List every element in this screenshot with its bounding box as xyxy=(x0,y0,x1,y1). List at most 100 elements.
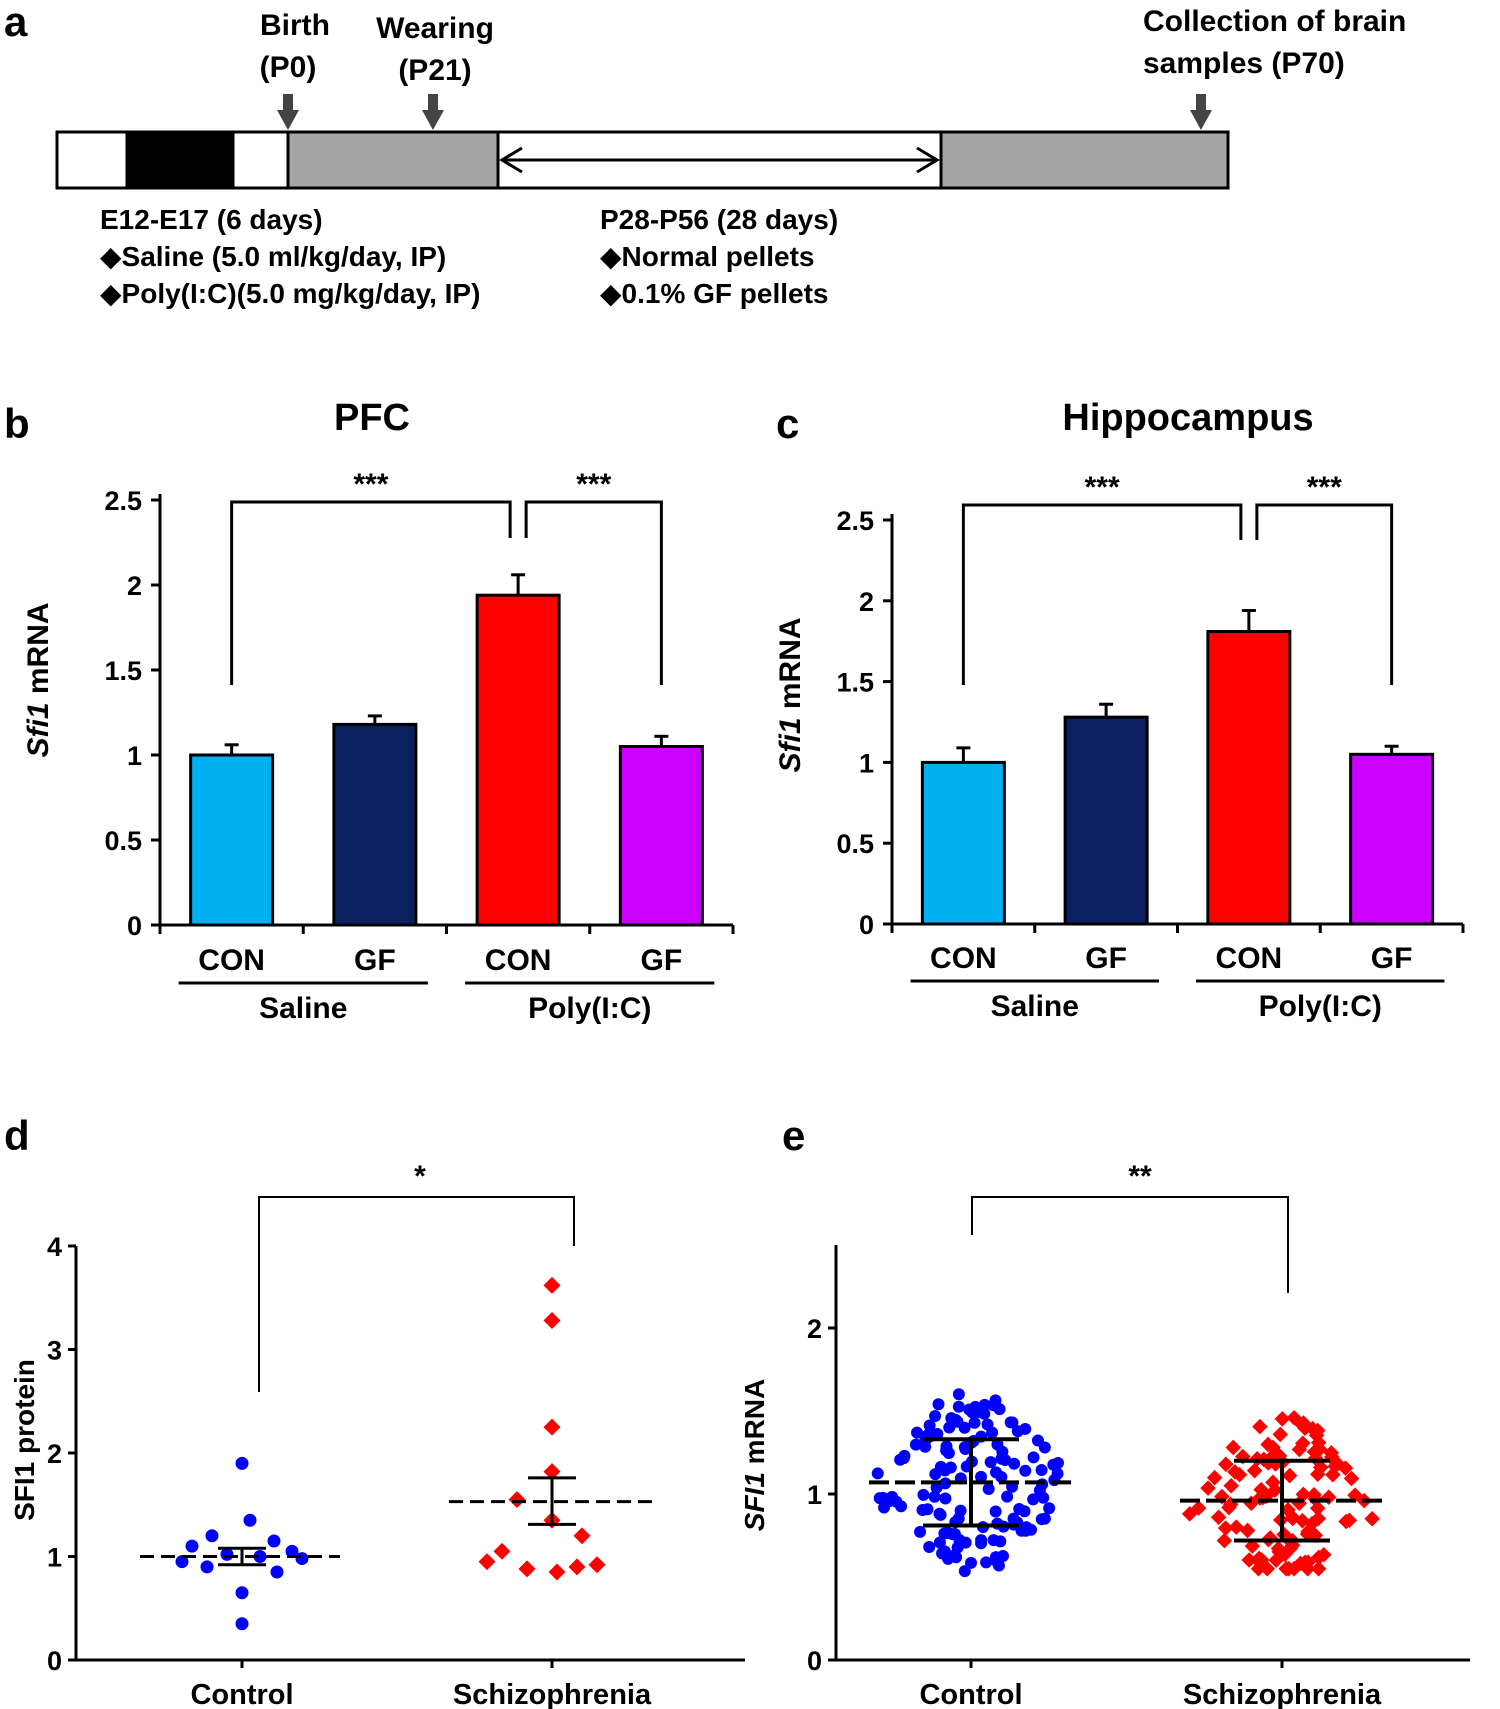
schizophrenia-point xyxy=(1253,1481,1269,1498)
birth-title: Birth xyxy=(260,9,330,42)
control-point xyxy=(1019,1464,1032,1477)
y-tick-label: 2.5 xyxy=(836,506,874,536)
control-point xyxy=(987,1399,1000,1412)
schizophrenia-point xyxy=(588,1556,606,1574)
control-point xyxy=(995,1470,1008,1483)
schizophrenia-point xyxy=(1280,1502,1296,1518)
panel-a: a Birth (P0) Wearing (P21) Collection of… xyxy=(4,0,1406,309)
control-point xyxy=(205,1529,219,1543)
significance-label: *** xyxy=(576,468,611,501)
control-point xyxy=(1011,1425,1024,1438)
panel-b-label: b xyxy=(4,400,30,447)
panel-c: c Hippocampus Sfi1 mRNA 0 0.5 1 1.5 2 2.5 CON G… xyxy=(774,397,1465,1023)
right-note-line-2: ◆Normal pellets xyxy=(600,241,814,272)
schizophrenia-point xyxy=(543,1312,561,1330)
control-point xyxy=(944,1461,957,1474)
schizophrenia-point xyxy=(1216,1532,1233,1549)
schizophrenia-point xyxy=(1246,1462,1263,1479)
x-category-label: GF xyxy=(641,944,683,977)
timeline-segment-pre xyxy=(55,130,129,190)
control-point xyxy=(923,1541,936,1554)
control-point xyxy=(1007,1512,1020,1525)
y-tick-label: 1 xyxy=(859,748,874,778)
control-point xyxy=(952,1388,965,1401)
significance-label: *** xyxy=(353,468,388,501)
significance-label: ** xyxy=(1128,1160,1152,1193)
y-tick-label: 1.5 xyxy=(836,668,874,698)
control-point xyxy=(909,1438,922,1451)
control-point xyxy=(235,1586,249,1600)
control-point xyxy=(954,1504,967,1517)
significance-label: *** xyxy=(1085,471,1120,504)
control-point xyxy=(1031,1434,1044,1447)
schizophrenia-point xyxy=(1252,1418,1268,1435)
control-point xyxy=(270,1565,284,1579)
control-point xyxy=(1043,1502,1056,1515)
significance-bracket xyxy=(258,1196,575,1392)
y-tick-label: 0 xyxy=(127,911,142,941)
control-point xyxy=(939,1492,952,1505)
control-point xyxy=(1035,1513,1048,1526)
control-point xyxy=(929,1468,942,1481)
control-point xyxy=(987,1534,1000,1547)
schizophrenia-point xyxy=(1206,1469,1223,1486)
control-point xyxy=(921,1503,934,1516)
control-point xyxy=(871,1467,884,1480)
control-point xyxy=(220,1547,234,1561)
control-point xyxy=(928,1490,941,1503)
y-tick-label: 1 xyxy=(127,741,142,771)
x-category-label: CON xyxy=(930,942,997,975)
control-point xyxy=(932,1398,945,1411)
control-point xyxy=(984,1456,997,1469)
schizophrenia-point xyxy=(1286,1409,1302,1426)
control-point xyxy=(295,1552,309,1566)
panel-d-label: d xyxy=(4,1112,30,1159)
control-point xyxy=(917,1488,930,1501)
timeline-bar xyxy=(55,130,1230,190)
y-tick-label: 2 xyxy=(807,1314,822,1344)
control-point xyxy=(1051,1457,1064,1470)
x-category-label: Control xyxy=(919,1679,1022,1709)
panel-d: d SFI1 protein 0 1 2 3 4 Control Schizophrenia… xyxy=(4,1112,745,1709)
schizophrenia-point xyxy=(1218,1456,1234,1473)
control-point xyxy=(1027,1451,1040,1464)
panel-e-scatter-chart: 0 1 2 Control Schizophrenia ** xyxy=(807,1160,1470,1709)
control-point xyxy=(253,1550,267,1563)
x-category-label: Control xyxy=(190,1679,293,1709)
schizophrenia-point xyxy=(1281,1467,1298,1484)
x-category-label: Schizophrenia xyxy=(1183,1679,1382,1709)
bar xyxy=(332,722,418,927)
control-point xyxy=(982,1483,995,1496)
control-point xyxy=(1033,1484,1046,1497)
y-tick-label: 0 xyxy=(859,910,874,940)
schizophrenia-point xyxy=(1241,1552,1258,1568)
y-tick-label: 0.5 xyxy=(104,826,142,856)
weaning-down-arrow xyxy=(422,94,444,130)
schizophrenia-point xyxy=(1329,1455,1345,1471)
panel-e-label: e xyxy=(782,1112,805,1159)
schizophrenia-point xyxy=(1217,1520,1234,1536)
schizophrenia-point xyxy=(543,1276,561,1294)
weaning-sub: (P21) xyxy=(398,54,471,87)
schizophrenia-point xyxy=(1281,1560,1297,1577)
control-point xyxy=(933,1536,946,1549)
y-tick-label: 0 xyxy=(807,1646,822,1676)
timeline-segment-late-gestation xyxy=(231,130,290,190)
schizophrenia-point xyxy=(1311,1549,1327,1566)
schizophrenia-point xyxy=(1364,1510,1380,1527)
control-point xyxy=(200,1560,214,1574)
significance-bracket xyxy=(1255,503,1394,685)
y-tick-label: 0 xyxy=(47,1646,62,1676)
schizophrenia-point xyxy=(1295,1486,1312,1503)
y-tick-label: 3 xyxy=(47,1336,62,1366)
schizophrenia-point xyxy=(543,1418,561,1436)
control-point xyxy=(1008,1457,1021,1470)
left-note-line-1: E12-E17 (6 days) xyxy=(100,204,323,235)
schizophrenia-point xyxy=(1268,1552,1284,1568)
y-tick-label: 0.5 xyxy=(836,829,874,859)
control-point xyxy=(939,1548,952,1561)
bar xyxy=(618,745,704,927)
control-point xyxy=(981,1418,994,1431)
schizophrenia-point xyxy=(1227,1464,1243,1480)
